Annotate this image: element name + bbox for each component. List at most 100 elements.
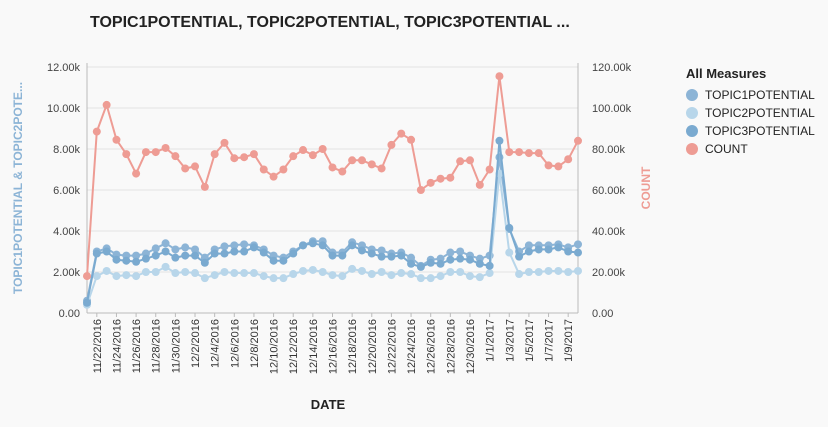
data-point-topic2potential[interactable] bbox=[249, 269, 258, 278]
data-point-topic2potential[interactable] bbox=[407, 270, 416, 279]
data-point-count[interactable] bbox=[387, 140, 396, 149]
data-point-topic2potential[interactable] bbox=[524, 268, 533, 276]
data-point-topic2potential[interactable] bbox=[230, 269, 239, 278]
data-point-count[interactable] bbox=[122, 150, 131, 159]
data-point-topic3potential[interactable] bbox=[92, 249, 101, 258]
data-point-topic2potential[interactable] bbox=[544, 266, 553, 275]
data-point-count[interactable] bbox=[240, 153, 249, 162]
data-point-topic2potential[interactable] bbox=[181, 268, 190, 276]
data-point-topic3potential[interactable] bbox=[269, 256, 278, 265]
data-point-count[interactable] bbox=[495, 72, 504, 81]
data-point-count[interactable] bbox=[230, 154, 239, 163]
data-point-topic3potential[interactable] bbox=[328, 251, 337, 260]
data-point-topic3potential[interactable] bbox=[387, 252, 396, 261]
data-point-topic3potential[interactable] bbox=[544, 245, 553, 254]
data-point-count[interactable] bbox=[151, 148, 160, 157]
data-point-count[interactable] bbox=[102, 100, 111, 109]
legend-item-topic1potential[interactable]: TOPIC1POTENTIAL bbox=[686, 86, 815, 104]
data-point-topic3potential[interactable] bbox=[289, 249, 298, 258]
data-point-topic3potential[interactable] bbox=[564, 247, 573, 256]
data-point-topic2potential[interactable] bbox=[475, 273, 484, 282]
data-point-topic2potential[interactable] bbox=[397, 269, 406, 278]
data-point-count[interactable] bbox=[269, 172, 278, 181]
data-point-count[interactable] bbox=[338, 167, 347, 176]
data-point-topic2potential[interactable] bbox=[485, 269, 494, 278]
data-point-count[interactable] bbox=[318, 145, 327, 153]
data-point-topic2potential[interactable] bbox=[151, 268, 160, 276]
data-point-count[interactable] bbox=[92, 127, 101, 136]
data-point-count[interactable] bbox=[436, 174, 445, 183]
data-point-topic3potential[interactable] bbox=[426, 258, 435, 267]
data-point-count[interactable] bbox=[534, 149, 543, 158]
data-point-count[interactable] bbox=[210, 150, 219, 159]
data-point-topic3potential[interactable] bbox=[367, 249, 376, 258]
data-point-count[interactable] bbox=[299, 146, 308, 155]
data-point-count[interactable] bbox=[141, 148, 150, 157]
data-point-topic2potential[interactable] bbox=[112, 272, 121, 281]
data-point-count[interactable] bbox=[259, 165, 268, 174]
data-point-topic2potential[interactable] bbox=[574, 266, 582, 275]
data-point-topic3potential[interactable] bbox=[485, 261, 494, 270]
data-point-topic1potential[interactable] bbox=[407, 253, 416, 262]
data-point-topic1potential[interactable] bbox=[171, 245, 180, 254]
legend-item-topic2potential[interactable]: TOPIC2POTENTIAL bbox=[686, 104, 815, 122]
data-point-count[interactable] bbox=[407, 135, 416, 144]
data-point-count[interactable] bbox=[348, 156, 357, 165]
data-point-topic3potential[interactable] bbox=[348, 241, 357, 250]
data-point-count[interactable] bbox=[289, 152, 298, 161]
data-point-topic2potential[interactable] bbox=[308, 265, 317, 274]
data-point-count[interactable] bbox=[485, 165, 494, 174]
data-point-topic3potential[interactable] bbox=[534, 245, 543, 254]
data-point-topic3potential[interactable] bbox=[181, 251, 190, 260]
data-point-topic2potential[interactable] bbox=[328, 271, 337, 280]
data-point-count[interactable] bbox=[181, 164, 190, 173]
data-point-topic1potential[interactable] bbox=[524, 241, 533, 250]
data-point-topic2potential[interactable] bbox=[289, 270, 298, 279]
data-point-topic2potential[interactable] bbox=[299, 266, 308, 275]
data-point-topic2potential[interactable] bbox=[515, 270, 524, 279]
data-point-topic2potential[interactable] bbox=[269, 274, 278, 283]
data-point-topic2potential[interactable] bbox=[220, 268, 229, 276]
data-point-topic1potential[interactable] bbox=[446, 248, 455, 257]
data-point-count[interactable] bbox=[367, 160, 376, 169]
data-point-topic2potential[interactable] bbox=[279, 274, 288, 283]
data-point-topic1potential[interactable] bbox=[230, 241, 239, 250]
data-point-topic3potential[interactable] bbox=[240, 247, 249, 256]
data-point-topic3potential[interactable] bbox=[524, 247, 533, 256]
data-point-topic2potential[interactable] bbox=[426, 274, 435, 283]
data-point-topic3potential[interactable] bbox=[495, 136, 504, 145]
data-point-topic2potential[interactable] bbox=[122, 271, 131, 280]
data-point-topic2potential[interactable] bbox=[338, 272, 347, 281]
data-point-topic3potential[interactable] bbox=[397, 251, 406, 260]
data-point-topic2potential[interactable] bbox=[161, 262, 170, 271]
data-point-topic3potential[interactable] bbox=[515, 252, 524, 261]
data-point-topic3potential[interactable] bbox=[554, 243, 563, 252]
data-point-count[interactable] bbox=[426, 178, 435, 187]
data-point-topic3potential[interactable] bbox=[161, 247, 170, 256]
data-point-topic3potential[interactable] bbox=[475, 259, 484, 268]
data-point-topic1potential[interactable] bbox=[191, 245, 200, 254]
data-point-topic3potential[interactable] bbox=[249, 243, 258, 252]
data-point-topic2potential[interactable] bbox=[377, 268, 386, 276]
data-point-topic2potential[interactable] bbox=[505, 248, 514, 257]
data-point-topic3potential[interactable] bbox=[357, 246, 366, 255]
data-point-topic1potential[interactable] bbox=[574, 240, 582, 249]
data-point-topic2potential[interactable] bbox=[534, 268, 543, 276]
data-point-topic3potential[interactable] bbox=[338, 251, 347, 260]
data-point-topic3potential[interactable] bbox=[220, 249, 229, 258]
data-point-topic2potential[interactable] bbox=[465, 272, 474, 281]
data-point-count[interactable] bbox=[357, 156, 366, 165]
data-point-topic3potential[interactable] bbox=[456, 254, 465, 263]
data-point-count[interactable] bbox=[308, 151, 317, 160]
data-point-topic2potential[interactable] bbox=[240, 269, 249, 278]
data-point-topic1potential[interactable] bbox=[132, 251, 141, 260]
data-point-topic2potential[interactable] bbox=[171, 269, 180, 278]
data-point-topic3potential[interactable] bbox=[279, 256, 288, 265]
data-point-topic2potential[interactable] bbox=[416, 274, 425, 283]
data-point-topic3potential[interactable] bbox=[83, 298, 91, 307]
data-point-count[interactable] bbox=[200, 182, 209, 191]
data-point-topic3potential[interactable] bbox=[151, 251, 160, 260]
data-point-topic2potential[interactable] bbox=[446, 268, 455, 276]
data-point-topic3potential[interactable] bbox=[200, 258, 209, 267]
data-point-count[interactable] bbox=[446, 173, 455, 182]
